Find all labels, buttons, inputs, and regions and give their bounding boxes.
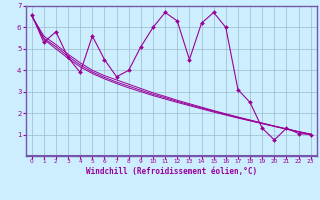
X-axis label: Windchill (Refroidissement éolien,°C): Windchill (Refroidissement éolien,°C): [86, 167, 257, 176]
